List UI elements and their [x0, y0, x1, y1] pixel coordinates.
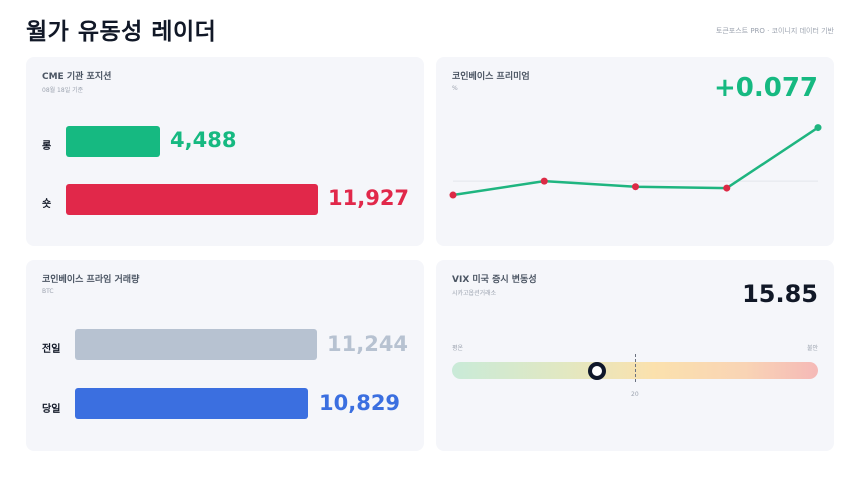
- short-value: 11,927: [328, 186, 410, 210]
- premium-line-chart: [449, 124, 822, 199]
- coinbase-premium-card: 코인베이스 프리미엄 % +0.077: [436, 57, 834, 246]
- premium-data-point: [449, 191, 457, 199]
- today-value: 10,829: [319, 391, 401, 415]
- long-value: 4,488: [170, 128, 237, 152]
- prev-day-bar: [75, 329, 317, 360]
- gauge-threshold-line: [635, 354, 636, 382]
- card-subtitle: 08월 18일 기준: [42, 87, 84, 94]
- card-title: 코인베이스 프라임 거래량: [42, 275, 140, 285]
- today-bar: [75, 388, 308, 419]
- gauge-threshold-label: 20: [631, 391, 639, 398]
- premium-data-point: [540, 177, 548, 185]
- page-source: 토큰포스트 PRO · 코이니지 데이터 기반: [715, 27, 834, 35]
- vix-gauge-knob: [588, 362, 606, 380]
- card-subtitle: BTC: [42, 288, 54, 295]
- today-label: 당일: [42, 404, 61, 415]
- short-bar: [66, 184, 318, 215]
- long-bar: [66, 126, 160, 157]
- vix-value: 15.85: [742, 280, 818, 308]
- vix-card: VIX 미국 증시 변동성 시카고옵션거래소 15.85 평온 불안 20: [436, 260, 834, 451]
- coinbase-prime-volume-card: 코인베이스 프라임 거래량 BTC 전일 11,244 당일 10,829: [26, 260, 424, 451]
- card-title: 코인베이스 프리미엄: [452, 72, 530, 82]
- gauge-fear-label: 불안: [806, 345, 818, 352]
- prev-day-value: 11,244: [327, 332, 409, 356]
- card-unit: %: [452, 85, 458, 92]
- cme-position-card: CME 기관 포지션 08월 18일 기준 롱 4,488 숏 11,927: [26, 57, 424, 246]
- premium-value: +0.077: [713, 73, 818, 103]
- card-subtitle: 시카고옵션거래소: [452, 290, 497, 297]
- card-title: VIX 미국 증시 변동성: [452, 275, 537, 285]
- short-label: 숏: [42, 199, 52, 210]
- gauge-calm-label: 평온: [452, 345, 464, 352]
- premium-data-point: [723, 184, 731, 192]
- premium-data-point: [814, 124, 822, 132]
- card-title: CME 기관 포지션: [42, 72, 112, 82]
- prev-day-label: 전일: [42, 344, 61, 355]
- long-label: 롱: [42, 141, 52, 152]
- page-title: 월가 유동성 레이더: [26, 19, 217, 45]
- premium-data-point: [632, 183, 639, 191]
